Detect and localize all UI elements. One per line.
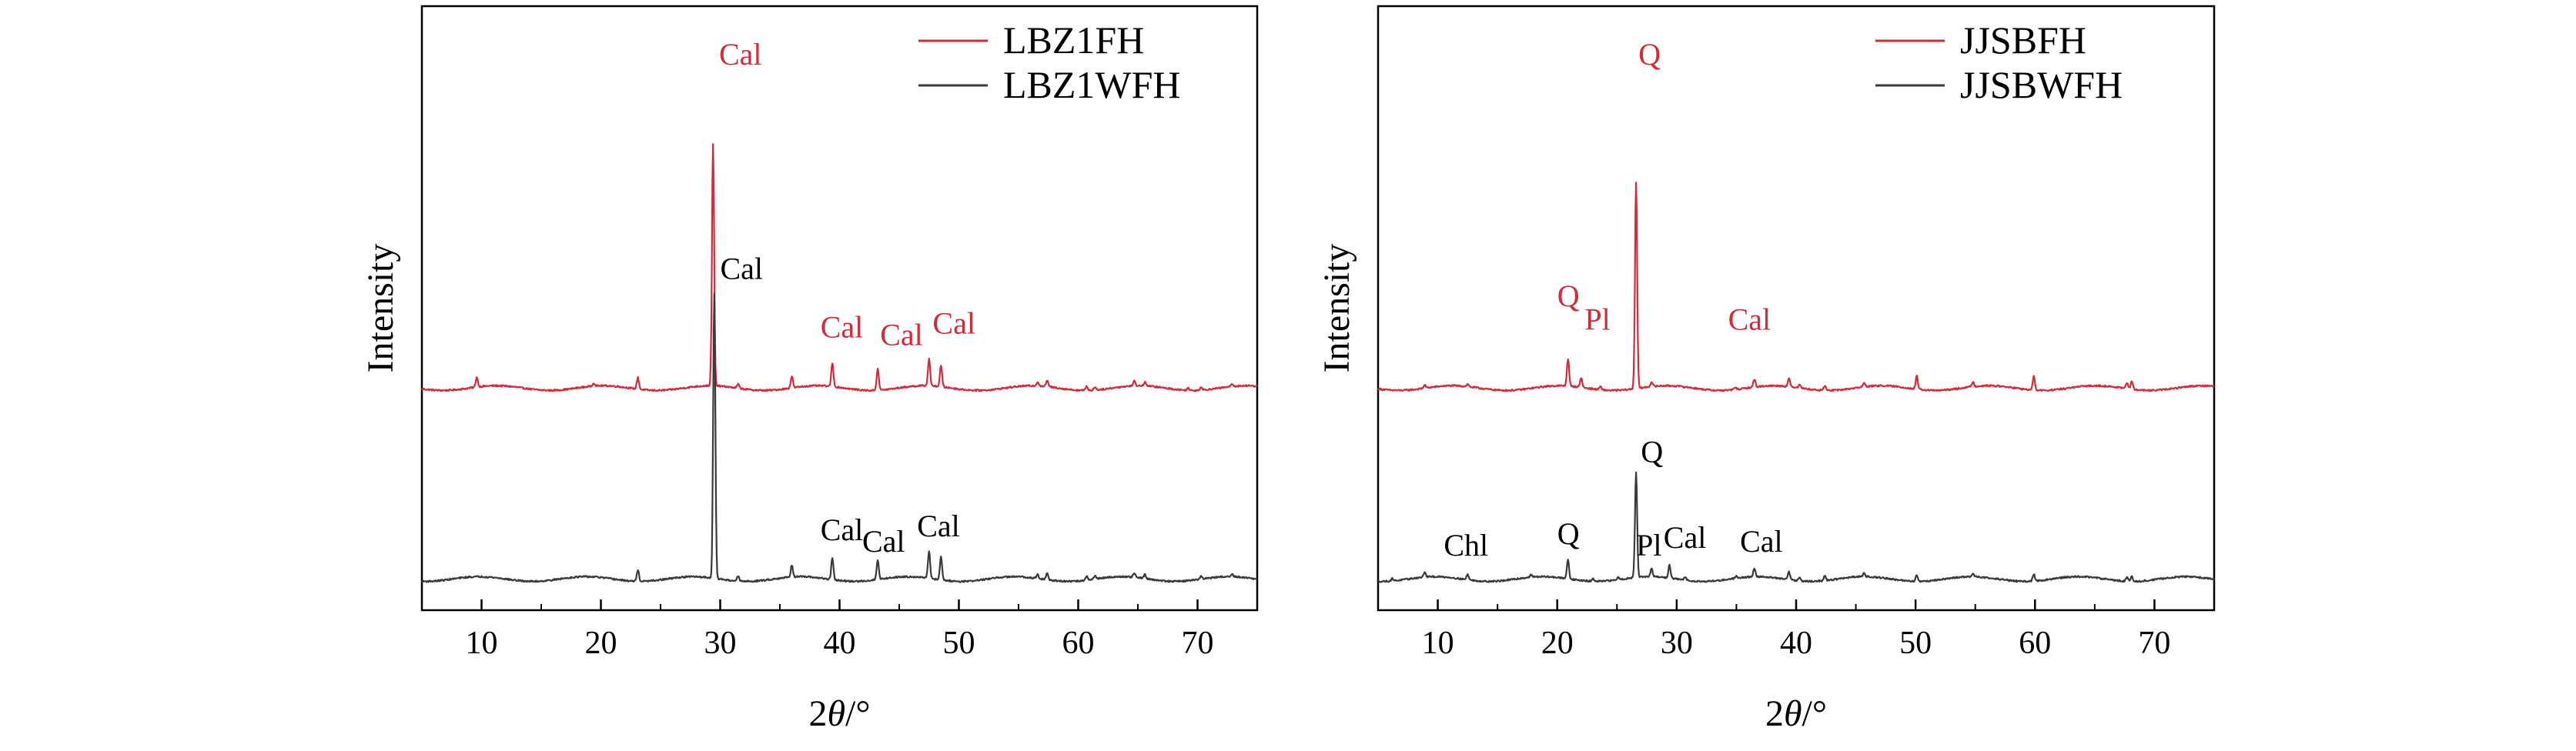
series-line-LBZ1FH	[421, 143, 1258, 392]
x-axis-label: 2θ/°	[808, 693, 870, 734]
peak-label: Cal	[862, 524, 905, 559]
peak-label: Cal	[917, 509, 960, 543]
peak-label: Q	[1638, 37, 1661, 72]
peak-label: Cal	[721, 252, 764, 286]
peak-label: Pl	[1636, 528, 1661, 562]
x-tick-label: 20	[1541, 626, 1574, 661]
x-tick-label: 70	[2138, 626, 2170, 661]
y-axis-label: Intensity	[1316, 244, 1357, 373]
x-tick-label: 60	[2019, 626, 2051, 661]
x-tick-label: 50	[1899, 626, 1932, 661]
x-tick-label: 40	[1780, 626, 1812, 661]
x-tick-label: 30	[1661, 626, 1693, 661]
legend-entry: JJSBWFH	[1960, 63, 2123, 106]
x-tick-label: 40	[824, 626, 856, 661]
peak-label: Cal	[880, 318, 923, 352]
x-tick-label: 20	[585, 626, 617, 661]
peak-label: Cal	[1728, 302, 1771, 336]
peak-label: Q	[1557, 516, 1580, 551]
x-tick-label: 50	[943, 626, 975, 661]
peak-label: Q	[1641, 435, 1663, 469]
peak-label: Q	[1557, 279, 1580, 313]
x-tick-label: 10	[1422, 626, 1454, 661]
peak-label: Chl	[1444, 528, 1488, 562]
peak-label: Cal	[821, 512, 864, 547]
series-line-JJSBFH	[1377, 182, 2215, 392]
peak-label: Cal	[821, 309, 864, 344]
series-line-JJSBWFH	[1377, 471, 2215, 583]
legend-entry: LBZ1WFH	[1003, 63, 1181, 106]
peak-label: Cal	[932, 305, 975, 340]
x-tick-label: 70	[1182, 626, 1214, 661]
peak-label: Pl	[1584, 302, 1610, 336]
peak-label: Cal	[1664, 520, 1707, 555]
x-axis-label: 2θ/°	[1765, 693, 1827, 734]
x-tick-label: 10	[466, 626, 498, 661]
legend-entry: LBZ1FH	[1003, 18, 1144, 62]
peak-label: Cal	[1740, 524, 1783, 559]
series-line-LBZ1WFH	[421, 292, 1258, 583]
y-axis-label: Intensity	[360, 244, 401, 373]
legend-entry: JJSBFH	[1960, 18, 2086, 62]
x-tick-label: 60	[1062, 626, 1095, 661]
peak-label: Cal	[719, 37, 762, 72]
x-tick-label: 30	[704, 626, 737, 661]
